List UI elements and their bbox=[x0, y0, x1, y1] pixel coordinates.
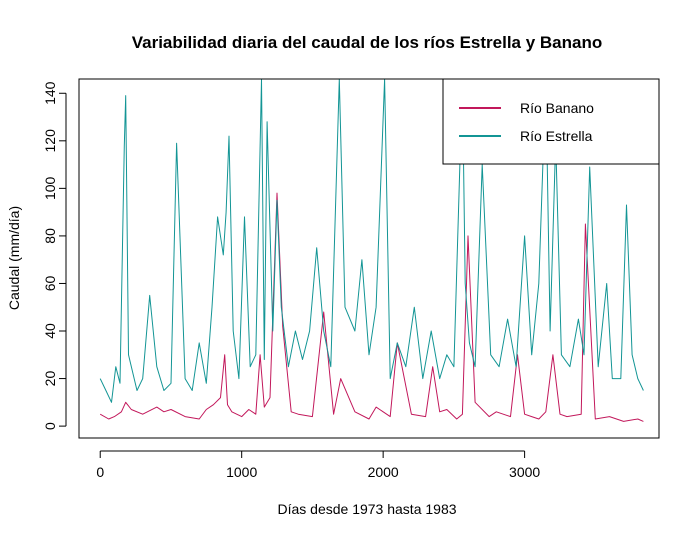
legend-box bbox=[442, 78, 660, 165]
x-tick-label: 0 bbox=[96, 464, 104, 480]
y-tick-label: 60 bbox=[42, 275, 58, 291]
y-tick-label: 100 bbox=[42, 176, 58, 200]
y-tick-label: 0 bbox=[42, 422, 58, 430]
y-tick-label: 80 bbox=[42, 228, 58, 244]
y-tick-label: 40 bbox=[42, 323, 58, 339]
y-tick-label: 140 bbox=[42, 81, 58, 105]
legend-label-estrella: Río Estrella bbox=[520, 128, 593, 144]
x-axis-label: Días desde 1973 hasta 1983 bbox=[277, 501, 456, 517]
series-line-estrella bbox=[99, 79, 644, 403]
plot-frame bbox=[78, 78, 660, 439]
y-tick-label: 120 bbox=[42, 129, 58, 153]
y-axis: 0 20 40 60 80 100 120 140 bbox=[42, 81, 67, 430]
x-tick-label: 1000 bbox=[226, 464, 257, 480]
y-axis-label: Caudal (mm/día) bbox=[6, 206, 22, 310]
chart-title: Variabilidad diaria del caudal de los rí… bbox=[132, 33, 603, 52]
legend: Río Banano Río Estrella bbox=[442, 78, 660, 165]
x-tick-label: 3000 bbox=[509, 464, 540, 480]
x-tick-label: 2000 bbox=[368, 464, 399, 480]
legend-label-banano: Río Banano bbox=[520, 100, 594, 116]
y-tick-label: 20 bbox=[42, 371, 58, 387]
series-layer bbox=[99, 79, 644, 422]
x-axis: 0 1000 2000 3000 bbox=[96, 450, 540, 480]
series-line-banano bbox=[99, 192, 644, 422]
